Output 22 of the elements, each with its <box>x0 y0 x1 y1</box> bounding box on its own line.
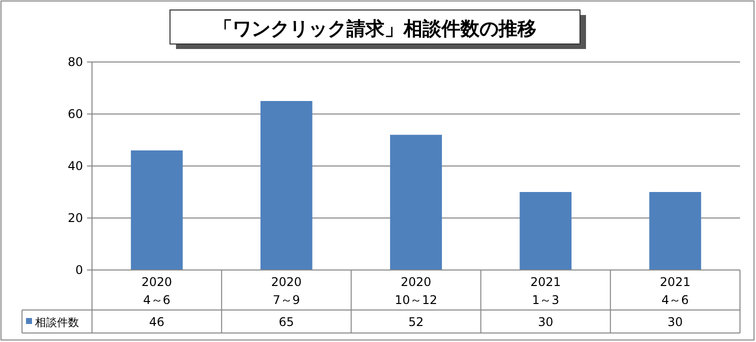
x-tick-label: 2021 4～6 <box>660 275 690 307</box>
y-tick-label: 20 <box>68 211 83 225</box>
x-tick-label: 2021 1～3 <box>530 275 561 307</box>
legend-label: 相談件数 <box>35 316 79 329</box>
y-tick-label: 0 <box>75 263 83 277</box>
data-label: 30 <box>668 315 683 329</box>
data-label: 46 <box>149 315 164 329</box>
data-label: 52 <box>408 315 424 329</box>
x-tick-label: 2020 4～6 <box>142 275 172 307</box>
x-tick-label: 2020 10～12 <box>394 275 438 307</box>
y-tick-label: 80 <box>68 55 83 69</box>
bar <box>130 150 183 270</box>
chart-title: 「ワンクリック請求」相談件数の推移 <box>214 18 536 40</box>
y-tick-label: 60 <box>68 107 83 121</box>
bar <box>390 134 442 270</box>
bar <box>649 192 702 270</box>
bar <box>260 101 312 270</box>
bar <box>520 192 572 270</box>
x-tick-label: 2020 7～9 <box>271 275 302 307</box>
y-tick-label: 40 <box>68 159 83 173</box>
data-label: 30 <box>538 315 554 329</box>
data-label: 65 <box>278 315 294 329</box>
